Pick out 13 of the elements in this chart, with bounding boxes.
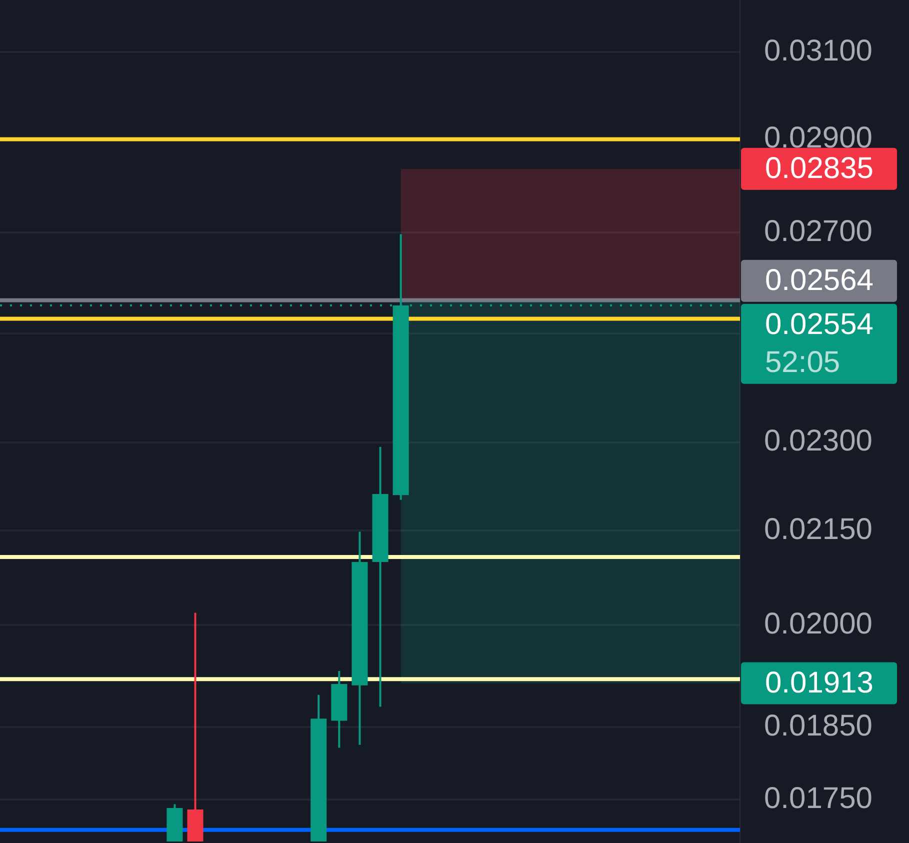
y-tick-label: 0.02900 — [764, 122, 872, 155]
y-tick-label: 0.02700 — [764, 214, 872, 248]
y-tick-label: 0.01750 — [764, 782, 872, 815]
y-tick-label: 0.02300 — [764, 424, 872, 458]
ref-line-label: 0.02554 — [765, 308, 874, 342]
y-tick-label: 0.01850 — [764, 709, 872, 742]
band-label: 0.02835 — [765, 152, 874, 186]
text: 52:05 — [765, 346, 840, 380]
y-tick-label: 0.02000 — [764, 607, 872, 640]
y-tick-label: 0.02150 — [764, 512, 872, 546]
ref-line-label: 0.02564 — [765, 264, 874, 298]
y-tick-label: 0.03100 — [764, 34, 872, 68]
band-label: 0.01913 — [765, 666, 874, 700]
